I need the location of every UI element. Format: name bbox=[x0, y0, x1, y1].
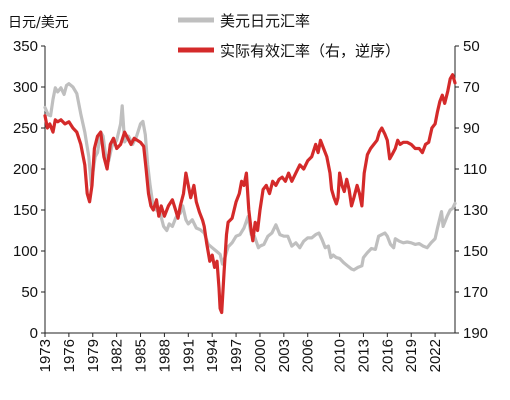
x-tick-label: 1988 bbox=[156, 339, 173, 372]
y-left-tick-label: 100 bbox=[13, 243, 38, 260]
y-left-axis-label: 日元/美元 bbox=[8, 15, 69, 31]
y-right-tick-label: 170 bbox=[463, 284, 488, 301]
y-left-tick-label: 150 bbox=[13, 202, 38, 219]
x-tick-label: 1985 bbox=[133, 339, 150, 372]
y-left-tick-label: 200 bbox=[13, 161, 38, 178]
x-tick-label: 1994 bbox=[204, 339, 221, 372]
x-tick-label: 1991 bbox=[180, 339, 197, 372]
x-tick-label: 2013 bbox=[355, 339, 372, 372]
x-tick-label: 2000 bbox=[252, 339, 269, 372]
y-right-tick-label: 50 bbox=[463, 38, 480, 55]
x-tick-label: 1982 bbox=[109, 339, 126, 372]
x-tick-label: 2016 bbox=[379, 339, 396, 372]
y-left-tick-label: 250 bbox=[13, 120, 38, 137]
legend: 美元日元汇率 实际有效汇率（右，逆序） bbox=[178, 12, 400, 60]
x-tick-label: 2003 bbox=[276, 339, 293, 372]
x-tick-label: 1976 bbox=[61, 339, 78, 372]
axes: 0 50 100 150 200 250 300 350 50 70 90 110 130 150 170 1… bbox=[13, 38, 488, 372]
x-tick-label: 1979 bbox=[85, 339, 102, 372]
y-right-tick-label: 110 bbox=[463, 161, 487, 178]
y-left-tick-label: 300 bbox=[13, 79, 38, 96]
y-right-tick-label: 150 bbox=[463, 243, 488, 260]
y-right-tick-label: 90 bbox=[463, 120, 480, 137]
y-left-tick-label: 50 bbox=[21, 284, 38, 301]
legend-label-reer: 实际有效汇率（右，逆序） bbox=[220, 42, 400, 60]
x-tick-label: 2022 bbox=[427, 339, 444, 372]
x-tick-label: 1997 bbox=[228, 339, 245, 372]
series-line-reer bbox=[43, 73, 457, 315]
x-tick-label: 2010 bbox=[332, 339, 349, 372]
x-tick-label: 2019 bbox=[403, 339, 420, 372]
y-left-tick-label: 350 bbox=[13, 38, 38, 55]
x-tick-label: 2006 bbox=[300, 339, 317, 372]
y-right-tick-label: 130 bbox=[463, 202, 488, 219]
plot-area bbox=[43, 73, 457, 315]
series-line-usdjpy bbox=[43, 82, 457, 272]
legend-label-usdjpy: 美元日元汇率 bbox=[220, 12, 310, 30]
y-right-tick-label: 70 bbox=[463, 79, 480, 96]
y-left-tick-label: 0 bbox=[30, 325, 38, 342]
y-right-tick-label: 190 bbox=[463, 325, 488, 342]
x-tick-label: 1973 bbox=[37, 339, 54, 372]
